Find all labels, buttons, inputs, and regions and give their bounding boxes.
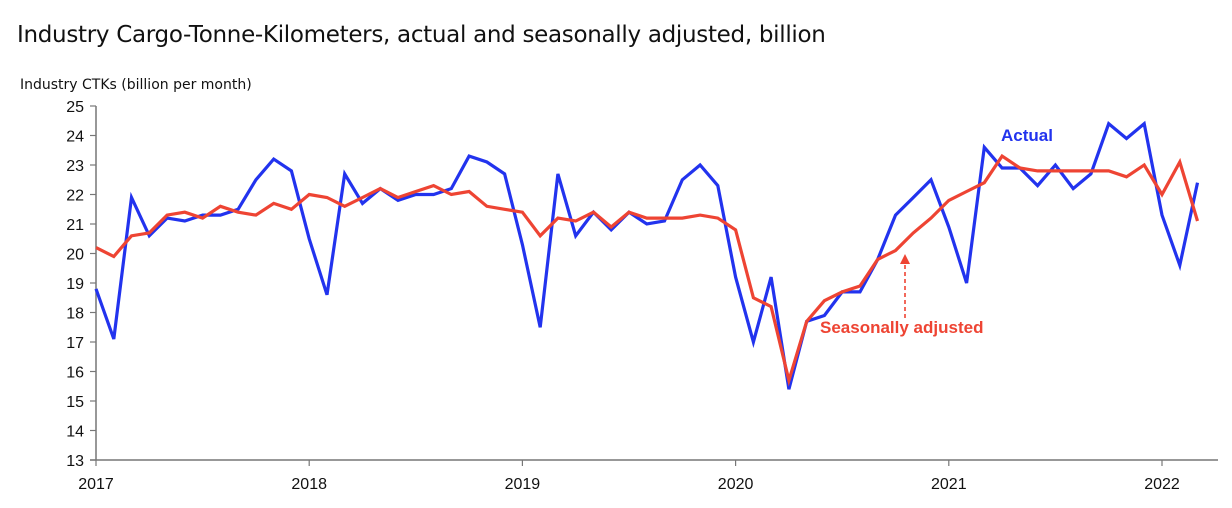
x-tick-label: 2017	[78, 476, 114, 493]
annotations: Actual Seasonally adjusted	[820, 126, 1053, 337]
x-tick-label: 2018	[291, 476, 327, 493]
y-tick-label: 15	[66, 394, 84, 411]
y-tick-label: 17	[66, 335, 84, 352]
y-tick-label: 18	[66, 306, 84, 323]
y-tick-label: 22	[66, 188, 84, 205]
series-line-seasonally-adjusted	[95, 153, 1200, 387]
series-group	[94, 120, 1200, 390]
y-tick-label: 23	[66, 158, 84, 175]
x-tick-label: 2021	[931, 476, 967, 493]
y-tick-label: 20	[66, 247, 84, 264]
chart-title: Industry Cargo-Tonne-Kilometers, actual …	[17, 22, 826, 48]
y-tick-label: 16	[66, 365, 84, 382]
x-tick-label: 2022	[1144, 476, 1180, 493]
x-tick-label: 2019	[505, 476, 541, 493]
y-axis-label: Industry CTKs (billion per month)	[20, 77, 252, 93]
x-tick-label: 2020	[718, 476, 754, 493]
series-line-actual	[94, 120, 1200, 390]
annotation-actual: Actual	[1001, 126, 1053, 145]
annotation-seasonally-adjusted: Seasonally adjusted	[820, 318, 983, 337]
y-tick-label: 25	[66, 99, 84, 116]
y-tick-label: 19	[66, 276, 84, 293]
y-tick-label: 21	[66, 217, 84, 234]
y-tick-label: 14	[66, 424, 84, 441]
y-tick-label: 24	[66, 129, 84, 146]
annotation-arrow-head	[900, 254, 910, 264]
y-tick-label: 13	[66, 453, 84, 470]
